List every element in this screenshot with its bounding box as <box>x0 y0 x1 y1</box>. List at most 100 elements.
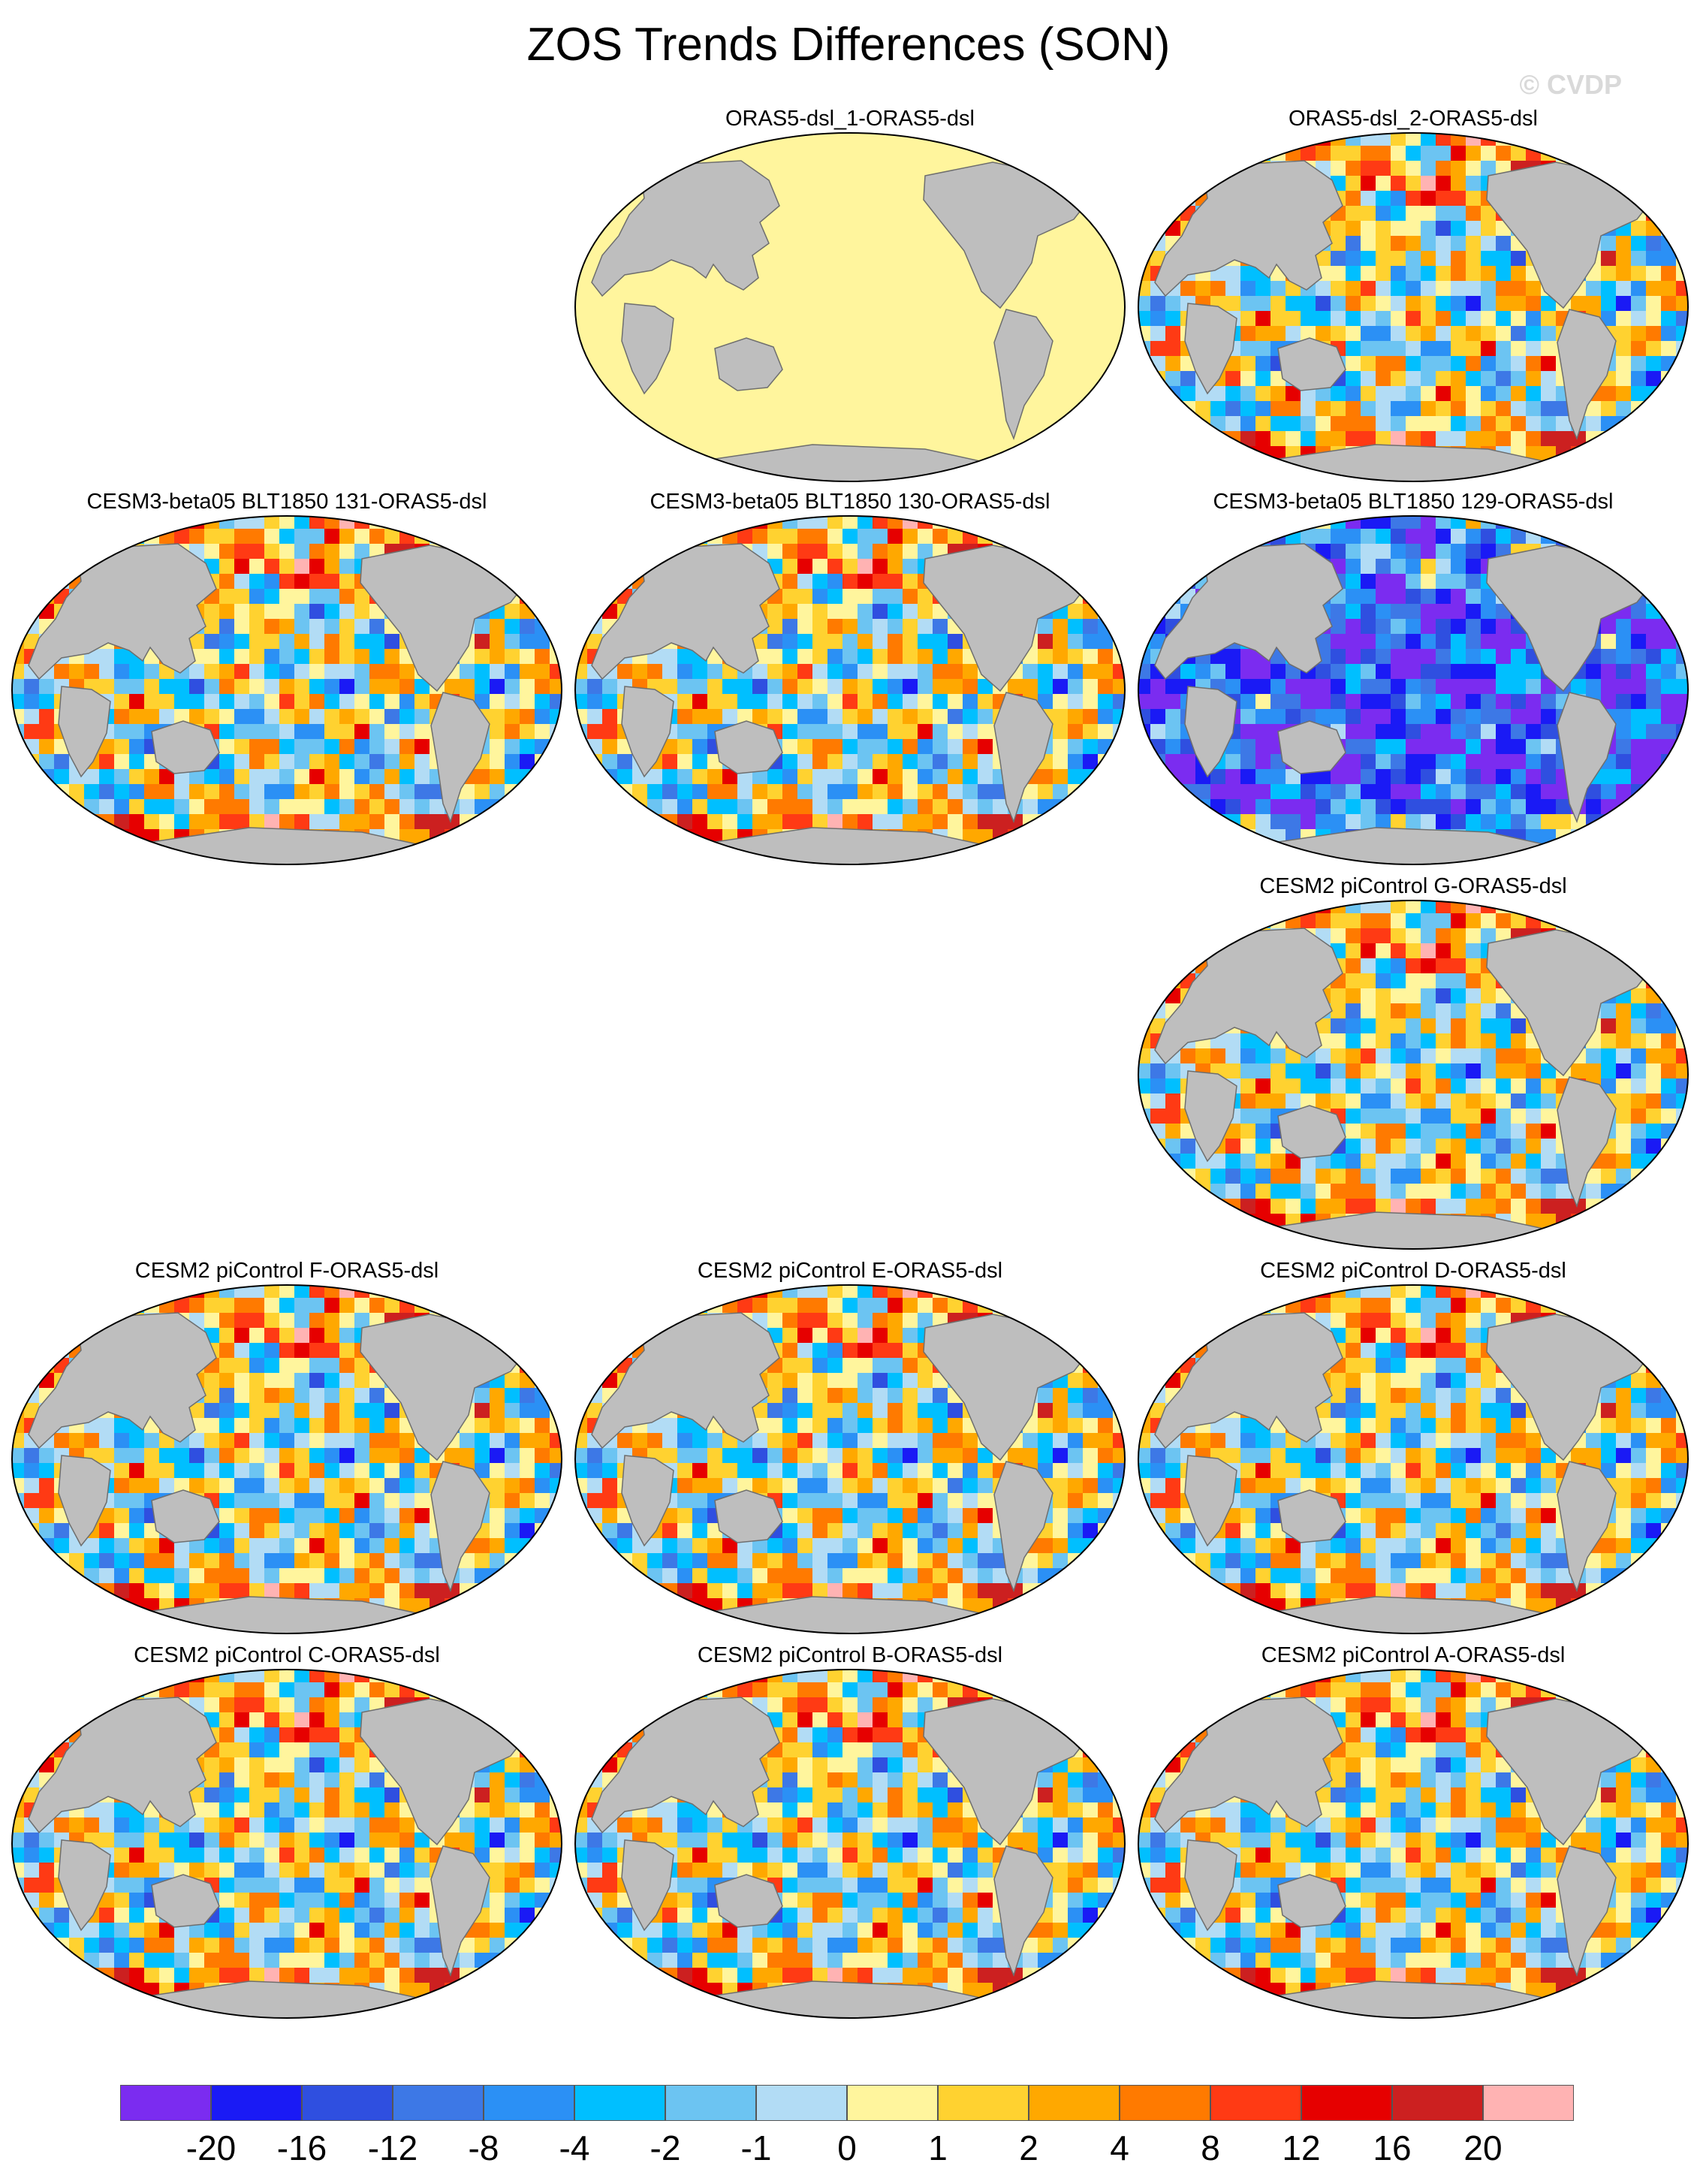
landmass-samerica <box>993 309 1053 441</box>
colorbar-box <box>1483 2085 1574 2121</box>
ocean-field <box>12 1285 562 1633</box>
colorbar-box <box>1210 2085 1301 2121</box>
landmass-africa <box>58 1839 111 1932</box>
panel-title: ORAS5-dsl_1-ORAS5-dsl <box>725 107 975 131</box>
landmass-greenland <box>1052 1299 1108 1338</box>
colorbar-label: 12 <box>1282 2128 1321 2167</box>
landmass-asia <box>1154 928 1343 1065</box>
colorbar-label: -20 <box>185 2128 237 2167</box>
landmass-asia <box>28 543 217 680</box>
landmass-australia <box>714 720 783 774</box>
colorbar-box <box>574 2085 665 2121</box>
landmass-samerica <box>1557 1845 1617 1977</box>
panel-title: CESM2 piControl C-ORAS5-dsl <box>134 1643 440 1667</box>
landmass-greenland <box>1615 529 1671 569</box>
landmass-samerica <box>993 1845 1053 1977</box>
colorbar-box <box>1392 2085 1483 2121</box>
landmass-greenland <box>1615 1683 1671 1722</box>
world-map <box>1138 900 1689 1250</box>
landmass-asia <box>1154 1697 1343 1834</box>
world-map <box>1138 515 1689 865</box>
landmass-africa <box>58 1455 111 1547</box>
landmass-asia <box>1154 1312 1343 1449</box>
colorbar-label: -1 <box>740 2128 772 2167</box>
panel-title: CESM2 piControl G-ORAS5-dsl <box>1259 874 1567 898</box>
world-map <box>11 1284 562 1634</box>
map-outline <box>574 515 1126 865</box>
panel-title: CESM2 piControl D-ORAS5-dsl <box>1260 1259 1566 1283</box>
colorbar-label: -8 <box>468 2128 499 2167</box>
landmass-australia <box>151 1489 220 1543</box>
landmass-africa <box>1184 686 1237 778</box>
colorbar <box>120 2085 1574 2121</box>
landmass-greenland <box>1052 529 1108 569</box>
landmass-samerica <box>993 1461 1053 1593</box>
landmass-asia <box>591 160 780 297</box>
colorbar-box <box>302 2085 393 2121</box>
landmass-australia <box>1277 1489 1346 1543</box>
world-map <box>1138 1669 1689 2019</box>
panel-title: CESM3-beta05 BLT1850 129-ORAS5-dsl <box>1213 490 1614 514</box>
landmass-samerica <box>1557 1461 1617 1593</box>
panel-title: CESM2 piControl F-ORAS5-dsl <box>134 1259 439 1283</box>
colorbar-label: -4 <box>559 2128 590 2167</box>
landmass-australia <box>151 1874 220 1928</box>
landmass-australia <box>714 337 783 391</box>
ocean-field <box>575 1670 1125 2018</box>
map-panel: CESM3-beta05 BLT1850 129-ORAS5-dsl <box>1135 488 1691 865</box>
colorbar-label: -2 <box>650 2128 681 2167</box>
map-panel: CESM3-beta05 BLT1850 130-ORAS5-dsl <box>572 488 1128 865</box>
colorbar-label: 16 <box>1373 2128 1412 2167</box>
colorbar-box <box>756 2085 847 2121</box>
landmass-samerica <box>430 1461 490 1593</box>
landmass-asia <box>591 1697 780 1834</box>
map-outline <box>11 1284 562 1634</box>
colorbar-box <box>938 2085 1029 2121</box>
map-panel: ORAS5-dsl_1-ORAS5-dsl <box>572 105 1128 482</box>
map-outline <box>11 515 562 865</box>
colorbar-box <box>211 2085 302 2121</box>
map-panel: CESM2 piControl C-ORAS5-dsl <box>9 1642 565 2019</box>
colorbar-label: 8 <box>1201 2128 1220 2167</box>
map-panel: CESM2 piControl A-ORAS5-dsl <box>1135 1642 1691 2019</box>
colorbar-box <box>120 2085 211 2121</box>
landmass-africa <box>58 686 111 778</box>
landmass-africa <box>621 1839 674 1932</box>
colorbar-label: 2 <box>1019 2128 1038 2167</box>
map-outline <box>574 1669 1126 2019</box>
panel-title: CESM2 piControl E-ORAS5-dsl <box>697 1259 1003 1283</box>
landmass-australia <box>1277 1874 1346 1928</box>
map-outline <box>1138 1669 1689 2019</box>
colorbar-box <box>484 2085 574 2121</box>
landmass-africa <box>621 1455 674 1547</box>
colorbar-label: 4 <box>1110 2128 1129 2167</box>
colorbar-label: 20 <box>1463 2128 1503 2167</box>
landmass-greenland <box>489 1299 544 1338</box>
panel-title: CESM3-beta05 BLT1850 131-ORAS5-dsl <box>86 490 487 514</box>
landmass-greenland <box>1052 146 1108 186</box>
world-map <box>574 1284 1126 1634</box>
ocean-field <box>1138 1670 1688 2018</box>
world-map <box>574 515 1126 865</box>
colorbar-box <box>665 2085 756 2121</box>
landmass-asia <box>28 1312 217 1449</box>
colorbar-box <box>1120 2085 1210 2121</box>
map-panel: CESM2 piControl G-ORAS5-dsl <box>1135 873 1691 1250</box>
landmass-africa <box>621 686 674 778</box>
landmass-africa <box>1184 1070 1237 1163</box>
landmass-greenland <box>1615 914 1671 953</box>
landmass-australia <box>1277 337 1346 391</box>
colorbar-label: -16 <box>276 2128 327 2167</box>
map-outline <box>574 132 1126 482</box>
world-map <box>574 132 1126 482</box>
panel-title: CESM3-beta05 BLT1850 130-ORAS5-dsl <box>650 490 1050 514</box>
ocean-field <box>1138 516 1688 864</box>
landmass-greenland <box>1052 1683 1108 1722</box>
landmass-asia <box>591 1312 780 1449</box>
landmass-samerica <box>993 692 1053 824</box>
landmass-africa <box>1184 303 1237 395</box>
world-map <box>1138 1284 1689 1634</box>
map-outline <box>11 1669 562 2019</box>
map-outline <box>1138 132 1689 482</box>
landmass-greenland <box>1615 146 1671 186</box>
